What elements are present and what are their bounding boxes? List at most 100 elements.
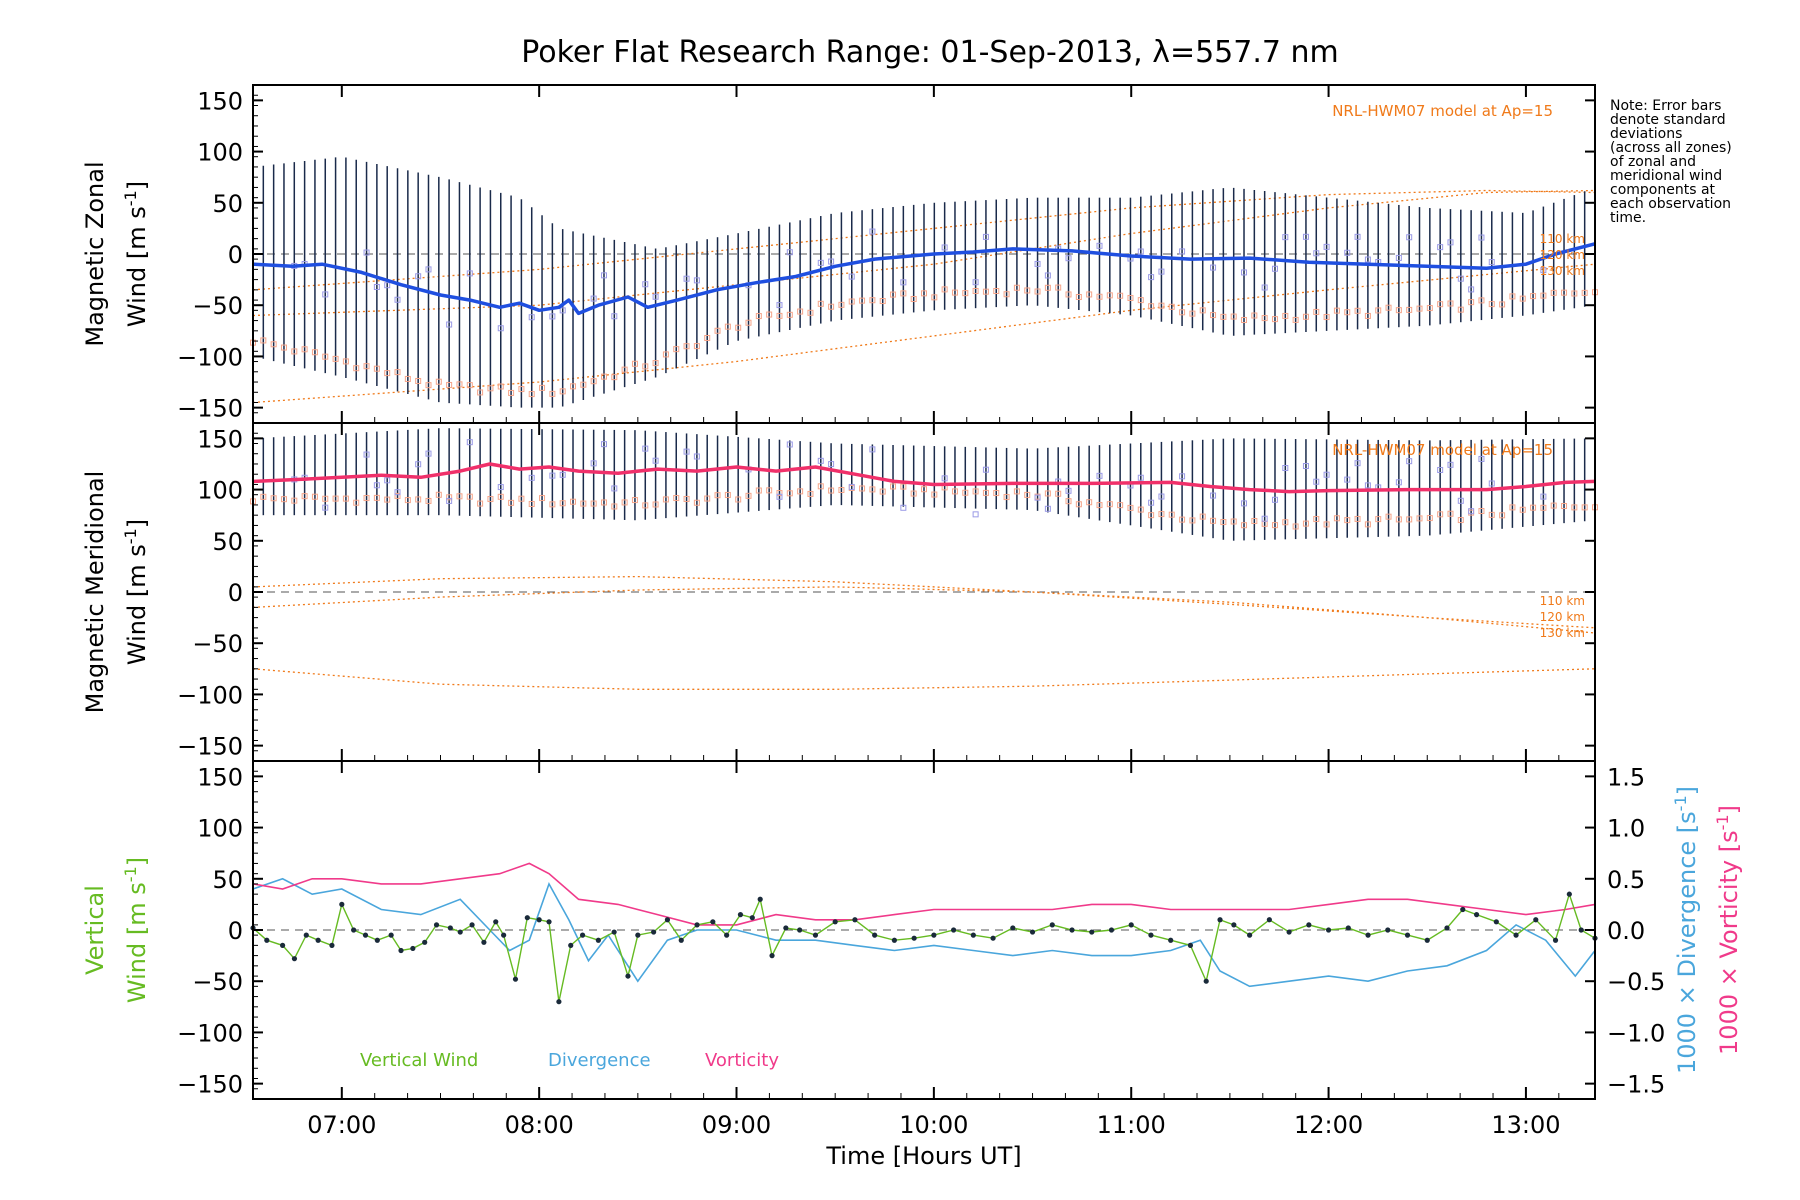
vertical-wind-point (832, 919, 838, 925)
zonal-zone-marker-high (1044, 272, 1051, 279)
meridional-zone-marker-high (322, 504, 329, 511)
meridional-zone-marker-low (1509, 504, 1516, 511)
zonal-zone-marker-low (962, 290, 969, 297)
zonal-zone-marker-low (1364, 312, 1371, 319)
meridional-zone-marker-low (384, 496, 391, 503)
zonal-zone-marker-low (1117, 292, 1124, 299)
zonal-zone-marker-high (982, 233, 989, 240)
meridional-zone-marker-low (1333, 515, 1340, 522)
zonal-y-ticks: 150 100 50 0 −50 −100 −150 (177, 84, 1595, 424)
vertical-wind-point (1010, 925, 1016, 931)
zonal-zone-marker-high (322, 291, 329, 298)
meridional-zone-marker-low (1106, 501, 1113, 508)
y2-tick-label-5: −1.0 (1607, 1019, 1665, 1047)
zonal-zone-marker-low (941, 286, 948, 293)
meridional-zone-marker-low (745, 492, 752, 499)
meridional-zone-marker-low (631, 497, 638, 504)
zonal-zone-marker-low (539, 384, 546, 391)
zonal-zone-marker-low (786, 311, 793, 318)
zonal-ytick-label-2: 50 (212, 190, 243, 218)
zonal-zone-marker-low (807, 309, 814, 316)
vertical-wind-point (315, 937, 321, 943)
zonal-zone-marker-low (1437, 301, 1444, 308)
zonal-ytick-label-5: −100 (177, 343, 243, 371)
meridional-zone-marker-low (662, 496, 669, 503)
meridional-zone-marker-low (1013, 488, 1020, 495)
vertical-wind-point (970, 932, 976, 938)
zonal-zone-marker-low (631, 360, 638, 367)
zonal-ylabel-exp: -1 (121, 190, 140, 206)
meridional-zone-marker-low (1251, 517, 1258, 524)
vertical-wind-point (1049, 922, 1055, 928)
vertical-wind-point (374, 937, 380, 943)
vertical-wind-point (769, 953, 775, 959)
zonal-zone-marker-high (1210, 264, 1217, 271)
vertical-wind-point (1217, 917, 1223, 923)
zonal-zone-marker-high (642, 281, 649, 288)
x-tick-label-2: 09:00 (702, 1111, 771, 1139)
zonal-zone-marker-low (291, 348, 298, 355)
meridional-zone-marker-high (1447, 461, 1454, 468)
zonal-zone-marker-low (549, 390, 556, 397)
vertical-wind-point (678, 937, 684, 943)
meridional-zone-marker-high (900, 504, 907, 511)
zonal-zone-marker-low (332, 355, 339, 362)
meridional-zone-marker-low (518, 495, 525, 502)
zonal-zone-marker-low (1220, 313, 1227, 320)
meridional-zone-marker-high (786, 441, 793, 448)
note-line-6: meridional wind (1610, 168, 1722, 184)
meridional-zone-marker-low (508, 499, 515, 506)
vertical-wind-point (1460, 906, 1466, 913)
meridional-zone-marker-low (807, 490, 814, 497)
zonal-zone-marker-low (1333, 307, 1340, 314)
meridional-zone-marker-high (1179, 473, 1186, 480)
meridional-zone-marker-high (693, 453, 700, 460)
zonal-zone-marker-low (1488, 301, 1495, 308)
vertical-wind-point (1306, 922, 1312, 928)
vertical-wind-point (1444, 925, 1450, 931)
meridional-zone-marker-high (1457, 497, 1464, 504)
meridional-ytick-label-0: 150 (197, 425, 243, 453)
note-line-8: each observation (1610, 196, 1731, 212)
meridional-zone-marker-low (404, 497, 411, 504)
zonal-zone-marker-low (322, 353, 329, 360)
vertical-ytick-label-3: 0 (228, 917, 243, 945)
meridional-zone-marker-high (363, 451, 370, 458)
zonal-zone-marker-low (1385, 304, 1392, 311)
meridional-zone-marker-high (1261, 515, 1268, 522)
vertical-ytick-label-0: 150 (197, 763, 243, 791)
vertical-marks (250, 862, 1598, 1005)
y2-tick-label-1: 1.0 (1607, 815, 1645, 843)
zonal-zone-marker-high (1261, 284, 1268, 291)
meridional-model-130-label: 130 km (1540, 626, 1585, 640)
zonal-zone-marker-low (921, 290, 927, 297)
zonal-zone-marker-high (828, 258, 835, 265)
meridional-zone-marker-low (1375, 516, 1382, 523)
zonal-model-130-label: 130 km (1540, 264, 1585, 278)
zonal-zone-marker-low (508, 389, 515, 396)
vorticity-line (252, 862, 1596, 926)
meridional-model-label: NRL-HWM07 model at Ap=15 (1332, 441, 1553, 459)
meridional-zone-marker-low (1581, 504, 1588, 511)
meridional-zone-marker-low (270, 495, 277, 502)
zonal-zone-marker-high (1241, 269, 1248, 276)
x-tick-label-0: 07:00 (307, 1111, 376, 1139)
note-line-2: denote standard (1610, 112, 1726, 128)
meridional-zone-marker-low (1561, 502, 1568, 509)
zonal-zone-marker-high (776, 302, 783, 309)
meridional-zone-marker-low (797, 488, 804, 495)
zonal-zone-marker-low (1148, 303, 1155, 310)
zonal-zone-marker-low (1468, 299, 1475, 306)
vertical-wind-point (911, 935, 917, 941)
meridional-zone-marker-low (363, 495, 370, 502)
note-line-7: components at (1610, 182, 1716, 198)
meridional-zone-marker-high (1540, 493, 1547, 500)
zonal-ylabel-end: ] (123, 181, 151, 190)
vertical-ytick-label-1: 100 (197, 815, 243, 843)
vertical-ytick-label-5: −100 (177, 1019, 243, 1047)
x-axis-label: Time [Hours UT] (825, 1142, 1021, 1170)
zonal-zone-marker-low (466, 382, 473, 389)
zonal-zone-marker-low (1561, 289, 1568, 296)
meridional-ylabel-word: Wind (123, 597, 151, 665)
zonal-zone-marker-low (559, 388, 566, 395)
